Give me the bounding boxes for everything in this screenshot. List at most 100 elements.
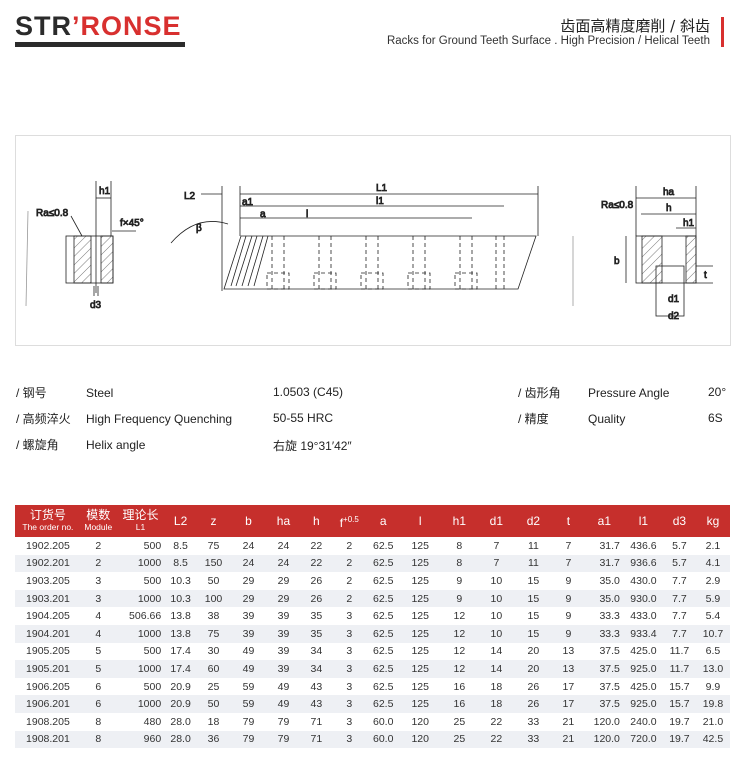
table-cell: 3 bbox=[346, 715, 353, 728]
table-cell: 28.0 bbox=[165, 730, 197, 749]
table-cell: 8.5 bbox=[173, 539, 188, 552]
label-h: h bbox=[666, 203, 672, 214]
table-cell: 37.5 bbox=[584, 695, 624, 713]
table-cell: 15 bbox=[527, 610, 540, 623]
table-cell: 17 bbox=[562, 680, 575, 693]
column-header-label: kg bbox=[706, 514, 720, 528]
column-header-label: h1 bbox=[452, 514, 466, 528]
column-header-sublabel: L1 bbox=[135, 522, 146, 532]
label-l1: l1 bbox=[376, 196, 384, 207]
table-cell: 10 bbox=[490, 610, 503, 623]
table-cell: 24 bbox=[231, 554, 266, 573]
table-row: 1904.201 4 1000 13.8 75 39 39 35 3 62.5 125 12 10 15 9… bbox=[15, 624, 730, 643]
table-cell: 9.9 bbox=[705, 680, 721, 693]
label-chamfer: f×45° bbox=[120, 218, 144, 229]
table-cell: 22 bbox=[477, 730, 515, 749]
table-cell: 38 bbox=[207, 610, 220, 623]
column-header-label: t bbox=[566, 514, 571, 528]
table-cell: 11.7 bbox=[669, 645, 690, 658]
table-cell: 20.9 bbox=[170, 680, 191, 693]
table-row: 1902.201 2 1000 8.5 150 24 24 22 2 62.5 125 8 7 11 7 31… bbox=[15, 554, 730, 573]
table-cell: 2 bbox=[331, 554, 367, 573]
table-cell: 506.66 bbox=[129, 610, 162, 623]
table-cell: 3 bbox=[331, 660, 367, 678]
column-header: ha bbox=[265, 505, 301, 537]
table-cell: 1904.201 bbox=[15, 624, 81, 643]
table-cell: 15 bbox=[514, 624, 552, 643]
table-cell: 8 bbox=[440, 554, 478, 573]
table-cell: 10 bbox=[477, 589, 515, 608]
table-cell: 120 bbox=[399, 730, 441, 749]
table-cell: 21 bbox=[562, 715, 575, 728]
section-view-left: h1 Ra≤0.8 f×45° d3 bbox=[25, 181, 144, 311]
label-d2: d2 bbox=[668, 311, 680, 322]
table-cell: 125 bbox=[399, 695, 441, 713]
table-cell: 15 bbox=[527, 574, 540, 587]
table-cell: 5.9 bbox=[695, 589, 730, 608]
table-cell: 60.0 bbox=[373, 715, 394, 728]
page-title-cn: 齿面高精度磨削 / 斜齿 bbox=[560, 17, 710, 35]
table-cell: 24 bbox=[242, 539, 255, 552]
spec-quality-value: 6S bbox=[708, 411, 723, 425]
table-cell: 79 bbox=[277, 715, 290, 728]
table-cell: 13 bbox=[562, 645, 575, 658]
table-cell: 25 bbox=[453, 715, 466, 728]
table-cell: 6 bbox=[80, 695, 116, 713]
column-header: l1 bbox=[623, 505, 663, 537]
table-cell: 20.9 bbox=[165, 695, 197, 713]
table-cell: 1905.201 bbox=[15, 660, 81, 678]
table-cell: 125 bbox=[411, 680, 429, 693]
table-cell: 71 bbox=[300, 730, 332, 749]
column-header: a1 bbox=[584, 505, 624, 537]
label-a: a bbox=[260, 209, 266, 220]
column-header-label: 订货号 bbox=[29, 508, 66, 522]
table-cell: 59 bbox=[242, 680, 255, 693]
table-cell: 2 bbox=[346, 574, 353, 587]
table-cell: 5 bbox=[80, 660, 116, 678]
table-cell: 39 bbox=[265, 660, 301, 678]
table-cell: 37.5 bbox=[599, 645, 620, 658]
table-cell: 39 bbox=[265, 624, 301, 643]
table-cell: 20 bbox=[527, 645, 540, 658]
table-cell: 100 bbox=[196, 589, 231, 608]
table-cell: 29 bbox=[242, 574, 255, 587]
label-L1: L1 bbox=[376, 183, 388, 194]
table-cell: 1905.205 bbox=[26, 645, 70, 658]
table-cell: 2 bbox=[346, 539, 353, 552]
table-cell: 22 bbox=[300, 554, 332, 573]
table-cell: 12 bbox=[440, 624, 478, 643]
table-cell: 3 bbox=[331, 695, 367, 713]
column-header: l bbox=[399, 505, 441, 537]
column-header-label: d3 bbox=[672, 514, 687, 528]
table-cell: 2 bbox=[80, 554, 116, 573]
column-header-sublabel: The order no. bbox=[22, 522, 74, 532]
table-cell: 3 bbox=[95, 574, 102, 587]
table-cell: 19.7 bbox=[669, 715, 690, 728]
table-cell: 62.5 bbox=[373, 539, 394, 552]
table-cell: 930.0 bbox=[623, 589, 663, 608]
table-cell: 3 bbox=[346, 610, 353, 623]
table-cell: 7 bbox=[565, 539, 572, 552]
table-cell: 50 bbox=[196, 695, 231, 713]
table-cell: 33 bbox=[514, 730, 552, 749]
table-cell: 16 bbox=[440, 695, 478, 713]
table-row: 1905.201 5 1000 17.4 60 49 39 34 3 62.5 125 12 14 20 1… bbox=[15, 660, 730, 678]
table-cell: 62.5 bbox=[373, 645, 394, 658]
column-header-label: 模数 bbox=[86, 508, 111, 522]
table-cell: 125 bbox=[399, 589, 441, 608]
table-cell: 62.5 bbox=[366, 660, 400, 678]
table-cell: 1000 bbox=[115, 554, 166, 573]
table-cell: 13 bbox=[551, 660, 585, 678]
table-cell: 1906.201 bbox=[15, 695, 81, 713]
column-header: f+0.5 bbox=[331, 505, 367, 537]
table-cell: 33.3 bbox=[599, 610, 620, 623]
column-header-label: l1 bbox=[638, 514, 649, 528]
table-cell: 9 bbox=[565, 610, 572, 623]
table-cell: 22 bbox=[490, 715, 503, 728]
table-cell: 75 bbox=[207, 539, 220, 552]
column-header-label: 理论长 bbox=[122, 508, 159, 522]
table-cell: 500 bbox=[143, 680, 162, 693]
table-cell: 1908.201 bbox=[15, 730, 81, 749]
product-table: 订货号 The order no. 模数 Module 理论长 L1 L2 z b ha h f+0.… bbox=[15, 505, 730, 749]
table-cell: 71 bbox=[310, 715, 323, 728]
